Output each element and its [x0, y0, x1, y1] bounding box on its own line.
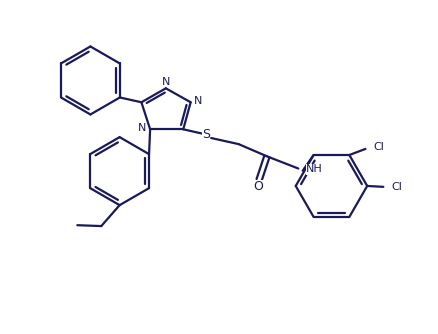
- Text: N: N: [194, 97, 203, 107]
- Text: Cl: Cl: [392, 182, 403, 192]
- Text: S: S: [202, 128, 210, 141]
- Text: Cl: Cl: [374, 142, 385, 152]
- Text: N: N: [162, 77, 170, 87]
- Text: O: O: [253, 180, 263, 193]
- Text: NH: NH: [306, 164, 323, 174]
- Text: N: N: [138, 124, 146, 133]
